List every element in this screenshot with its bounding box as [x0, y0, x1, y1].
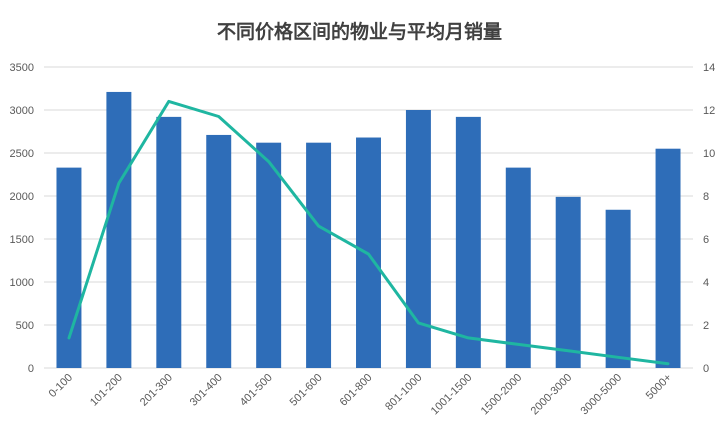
bar: [455, 116, 481, 368]
right-axis-ticks: 0 2 4 6 8 10 12 14: [703, 62, 715, 375]
left-axis-ticks: 0 500 1000 1500 2000 2500 3000 3500: [10, 62, 34, 375]
bar: [206, 134, 232, 368]
left-axis-tick-label: 1500: [10, 234, 34, 246]
series-line: [67, 99, 670, 366]
right-axis-tick-label: 4: [703, 277, 709, 289]
left-axis-tick-label: 3000: [10, 105, 34, 117]
right-axis-tick-label: 14: [703, 62, 715, 74]
x-tick-label: 5000+: [644, 372, 674, 402]
left-axis-tick-label: 2500: [10, 148, 34, 160]
bar-series: [56, 91, 681, 368]
right-axis-tick-label: 12: [703, 105, 715, 117]
bar: [505, 167, 531, 368]
left-axis-tick-label: 2000: [10, 191, 34, 203]
bar: [405, 110, 431, 368]
x-tick-label: 3000-5000: [579, 372, 625, 418]
x-tick-label: 601-800: [338, 372, 375, 409]
right-axis-tick-label: 0: [703, 363, 709, 375]
line-series: [67, 99, 670, 366]
bar: [655, 148, 681, 368]
right-axis-tick-label: 6: [703, 234, 709, 246]
x-tick-label: 1500-2000: [479, 372, 525, 418]
x-tick-label: 201-300: [138, 372, 175, 409]
x-tick-label: 301-400: [188, 372, 225, 409]
x-tick-label: 1001-1500: [429, 372, 475, 418]
x-tick-label: 801-1000: [383, 372, 424, 413]
bar: [306, 142, 332, 368]
bar: [106, 91, 132, 368]
x-tick-label: 101-200: [88, 372, 125, 409]
right-axis-tick-label: 8: [703, 191, 709, 203]
left-axis-tick-label: 0: [28, 363, 34, 375]
chart-title: 不同价格区间的物业与平均月销量: [217, 20, 502, 43]
x-tick-label: 0-100: [47, 372, 75, 400]
right-axis-tick-label: 2: [703, 320, 709, 332]
left-axis-tick-label: 500: [16, 320, 34, 332]
bar: [156, 116, 182, 368]
x-tick-label: 401-500: [238, 372, 275, 409]
left-axis-tick-label: 3500: [10, 62, 34, 74]
bar: [555, 196, 581, 368]
x-tick-label: 501-600: [288, 372, 325, 409]
x-tick-label: 2000-3000: [529, 372, 575, 418]
category-axis-labels: 0-100 101-200 201-300 301-400 401-500 501-600…: [47, 372, 674, 418]
bar: [605, 209, 631, 368]
bar: [256, 142, 282, 368]
right-axis-tick-label: 10: [703, 148, 715, 160]
left-axis-tick-label: 1000: [10, 277, 34, 289]
